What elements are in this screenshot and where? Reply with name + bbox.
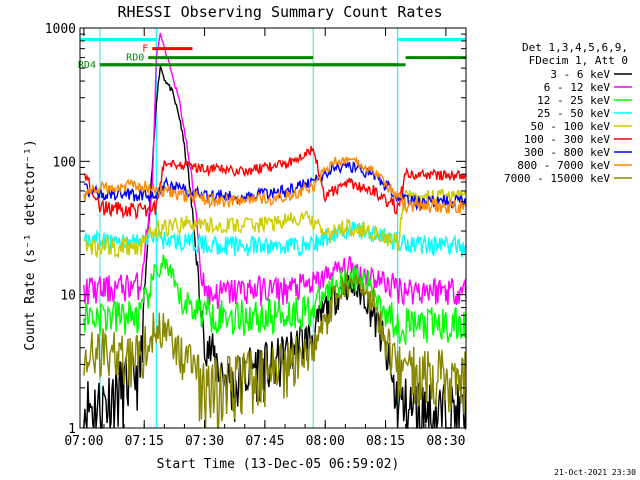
legend-label-2: 6 - 12 keV xyxy=(544,81,611,94)
x-tick-label: 07:15 xyxy=(125,434,164,449)
legend-label-1: 3 - 6 keV xyxy=(550,68,610,81)
legend-header-line-2: FDecim 1, Att 0 xyxy=(529,54,628,67)
y-tick-label: 1 xyxy=(68,422,76,437)
x-tick-label: 07:45 xyxy=(245,434,284,449)
axes: 07:00 07:15 07:30 07:45 08:00 08:15 08:30 1 10 10… xyxy=(45,22,467,449)
plot-frame xyxy=(79,27,467,429)
chart-title: RHESSI Observing Summary Count Rates xyxy=(117,3,442,21)
legend-label-8: 800 - 7000 keV xyxy=(517,159,610,172)
legend-label-9: 7000 - 15000 keV xyxy=(504,172,610,185)
legend-header-line-1: Det 1,3,4,5,6,9, xyxy=(522,41,628,54)
series-line-9 xyxy=(83,273,467,429)
series-line-2 xyxy=(83,32,467,310)
series-line-5 xyxy=(83,188,467,259)
series-line-8 xyxy=(83,155,467,215)
legend-label-4: 25 - 50 keV xyxy=(537,107,610,120)
legend-label-5: 50 - 100 keV xyxy=(531,120,611,133)
legend-label-7: 300 - 800 keV xyxy=(524,146,610,159)
y-axis-label: Count Rate (s⁻¹ detector⁻¹) xyxy=(23,139,38,350)
x-tick-label: 08:15 xyxy=(366,434,405,449)
y-tick-label: 10 xyxy=(60,289,76,304)
x-tick-label: 07:30 xyxy=(185,434,224,449)
x-tick-label: 08:30 xyxy=(426,434,465,449)
series-line-4 xyxy=(83,221,467,258)
legend-label-3: 12 - 25 keV xyxy=(537,94,610,107)
legend-label-6: 100 - 300 keV xyxy=(524,133,610,146)
series-line-3 xyxy=(83,254,467,346)
timestamp: 21-Oct-2021 23:30 xyxy=(554,468,636,477)
x-tick-label: 08:00 xyxy=(306,434,345,449)
series-line-6 xyxy=(83,145,467,220)
annotation-label-f: F xyxy=(142,44,148,55)
annotation-label-rd0: RD0 xyxy=(126,53,144,64)
annotation-label-rd4: RD4 xyxy=(78,60,96,71)
x-axis-label: Start Time (13-Dec-05 06:59:02) xyxy=(157,457,400,472)
y-tick-label: 1000 xyxy=(45,22,76,37)
y-tick-label: 100 xyxy=(53,155,76,170)
x-tick-label: 07:00 xyxy=(64,434,103,449)
legend: Det 1,3,4,5,6,9, FDecim 1, Att 0 3 - 6 k… xyxy=(504,41,632,185)
